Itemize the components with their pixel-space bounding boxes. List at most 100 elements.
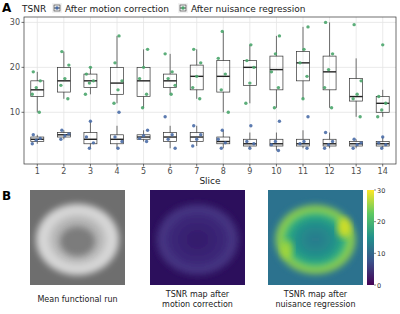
whisker xyxy=(303,130,304,139)
box xyxy=(111,67,124,94)
point xyxy=(252,66,255,69)
grid-line xyxy=(170,17,171,164)
point xyxy=(323,86,326,89)
caption: TSNR map after xyxy=(165,290,230,299)
point xyxy=(377,95,380,98)
point xyxy=(166,77,169,80)
point xyxy=(359,141,362,144)
box xyxy=(350,79,363,101)
box xyxy=(270,56,283,90)
tick xyxy=(374,221,376,222)
whisker xyxy=(356,101,357,117)
point xyxy=(306,115,309,118)
median xyxy=(111,82,124,83)
point xyxy=(352,23,355,26)
image xyxy=(268,190,363,285)
whisker xyxy=(196,126,197,133)
legend-title: TSNR xyxy=(21,4,46,14)
point xyxy=(89,120,92,123)
tick-label: 5 xyxy=(141,167,146,176)
grid-line xyxy=(90,17,91,164)
tick-label: 3 xyxy=(88,167,93,176)
point xyxy=(248,81,251,84)
tick-label: 11 xyxy=(298,167,308,176)
whisker xyxy=(249,85,250,103)
point xyxy=(227,111,230,114)
point xyxy=(120,140,123,143)
tick-label: 2 xyxy=(61,167,66,176)
image-background xyxy=(150,190,245,285)
point xyxy=(173,84,176,87)
point xyxy=(59,138,62,141)
point xyxy=(32,133,35,136)
point xyxy=(252,142,255,145)
point xyxy=(331,52,334,55)
image-tissue xyxy=(337,218,351,238)
point xyxy=(92,141,95,144)
whisker xyxy=(303,81,304,99)
legend-key xyxy=(181,6,184,9)
grid-line xyxy=(356,17,357,164)
tick xyxy=(22,22,25,23)
point xyxy=(352,138,355,141)
point xyxy=(192,124,195,127)
tick-label: 10 xyxy=(10,108,20,117)
point xyxy=(305,147,308,150)
point xyxy=(116,147,119,150)
grid-line xyxy=(382,17,383,164)
whisker xyxy=(37,72,38,81)
point xyxy=(245,59,248,62)
image-tissue xyxy=(156,203,240,275)
tick xyxy=(22,112,25,113)
tick-label: 8 xyxy=(221,167,226,176)
point xyxy=(273,106,276,109)
box xyxy=(190,65,203,90)
figure: A1020301234567891011121314SliceTSNRAfter… xyxy=(0,0,400,314)
point xyxy=(84,93,87,96)
point xyxy=(298,61,301,64)
box xyxy=(31,81,44,97)
median xyxy=(350,96,363,97)
point xyxy=(278,34,281,37)
point xyxy=(142,66,145,69)
point xyxy=(248,147,251,150)
box xyxy=(376,142,389,146)
point xyxy=(66,97,69,100)
point xyxy=(298,142,301,145)
point xyxy=(145,140,148,143)
whisker xyxy=(143,97,144,108)
point xyxy=(377,141,380,144)
point xyxy=(113,61,116,64)
point xyxy=(274,52,277,55)
tick xyxy=(374,285,376,286)
legend-label: After motion correction xyxy=(65,4,169,14)
point xyxy=(170,133,173,136)
box xyxy=(243,61,256,86)
point xyxy=(191,86,194,89)
point xyxy=(302,140,305,143)
plot-border xyxy=(24,17,396,164)
grid-line xyxy=(329,17,330,164)
point xyxy=(381,135,384,138)
point xyxy=(331,140,334,143)
tick xyxy=(374,253,376,254)
box xyxy=(270,139,283,146)
point xyxy=(244,102,247,105)
point xyxy=(146,129,149,132)
point xyxy=(198,97,201,100)
point xyxy=(141,106,144,109)
caption: TSNR map after xyxy=(283,290,348,299)
box xyxy=(243,139,256,146)
point xyxy=(116,88,119,91)
point xyxy=(113,135,116,138)
point xyxy=(89,66,92,69)
point xyxy=(39,79,42,82)
point xyxy=(117,111,120,114)
point xyxy=(92,79,95,82)
whisker xyxy=(90,88,91,95)
panel-label: B xyxy=(2,189,11,203)
whisker xyxy=(196,90,197,99)
panel-label: A xyxy=(2,1,12,15)
point xyxy=(380,147,383,150)
median xyxy=(270,69,283,70)
